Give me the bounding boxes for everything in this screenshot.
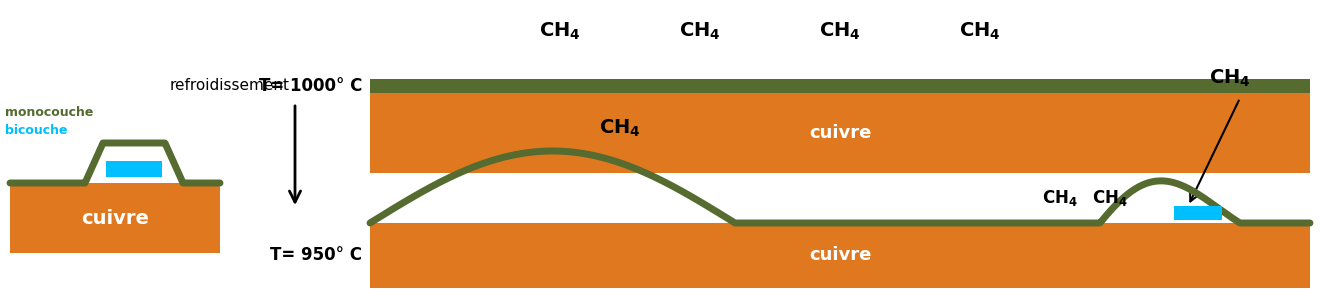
Text: bicouche: bicouche (5, 125, 68, 138)
Bar (106, 161, 162, 177)
Text: cuivre: cuivre (809, 124, 871, 142)
Bar (370, 223, 1310, 288)
Text: $\mathbf{CH_4}$: $\mathbf{CH_4}$ (959, 20, 1001, 42)
Bar (370, 79, 1310, 93)
Bar (1174, 206, 1221, 220)
Text: $\mathbf{CH_4}$: $\mathbf{CH_4}$ (1209, 67, 1250, 89)
Text: $\mathbf{CH_4}$: $\mathbf{CH_4}$ (599, 117, 640, 139)
Text: T= 1000° C: T= 1000° C (259, 77, 362, 95)
Text: $\mathbf{CH_4}$: $\mathbf{CH_4}$ (679, 20, 721, 42)
Text: monocouche: monocouche (5, 106, 93, 119)
Text: $\mathbf{CH_4}$: $\mathbf{CH_4}$ (1093, 188, 1128, 208)
Text: cuivre: cuivre (81, 208, 149, 228)
Text: $\mathbf{CH_4}$: $\mathbf{CH_4}$ (540, 20, 581, 42)
Text: refroidissement: refroidissement (170, 78, 290, 92)
Text: cuivre: cuivre (809, 247, 871, 265)
Bar (11, 183, 220, 253)
Bar (370, 93, 1310, 173)
Text: T= 950° C: T= 950° C (271, 247, 362, 265)
Text: $\mathbf{CH_4}$: $\mathbf{CH_4}$ (819, 20, 861, 42)
Text: $\mathbf{CH_4}$: $\mathbf{CH_4}$ (1042, 188, 1078, 208)
